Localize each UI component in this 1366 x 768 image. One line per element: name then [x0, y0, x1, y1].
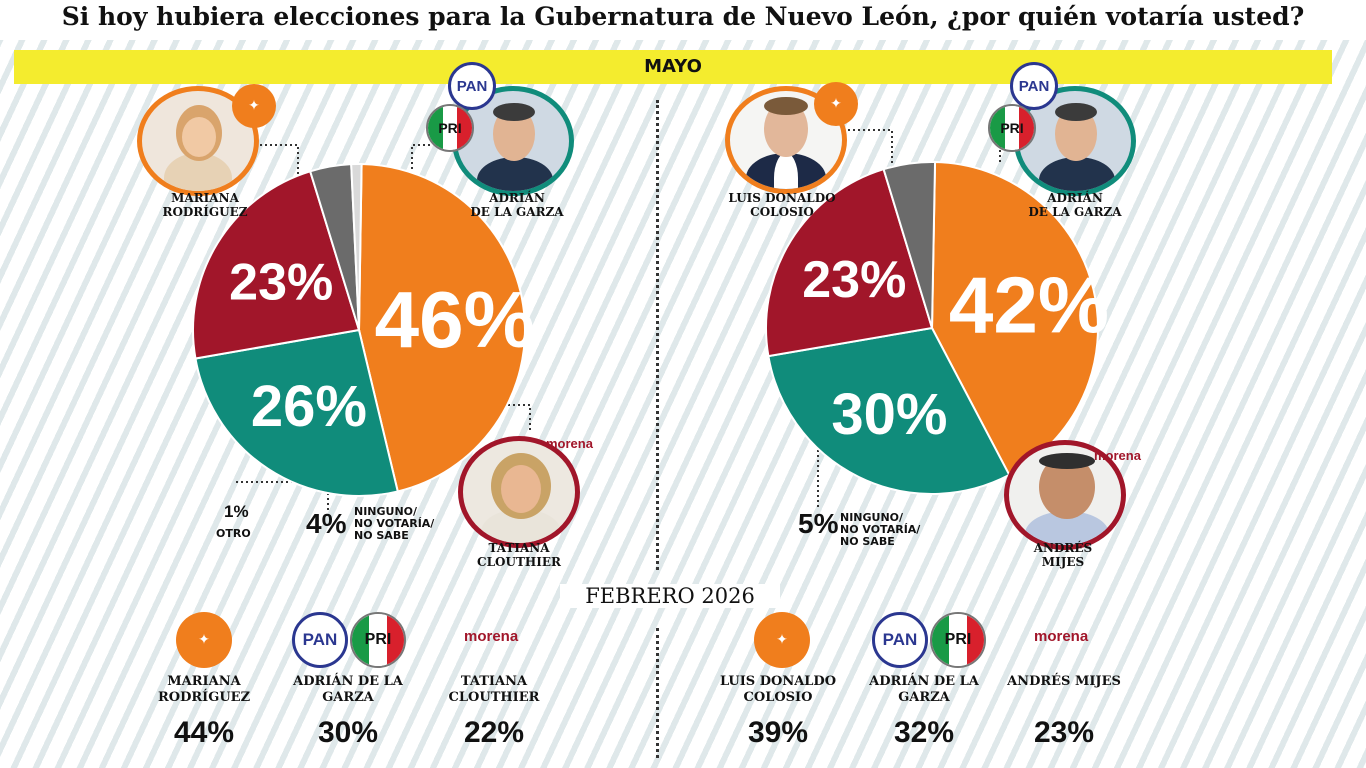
mc-logo-icon-right: ✦ — [814, 82, 858, 126]
pie-slice-label: 26% — [251, 374, 367, 439]
morena-logo-text-feb-right: morena — [1034, 628, 1089, 645]
pri-logo-icon-right: PRI — [988, 104, 1036, 152]
divider-top — [656, 100, 659, 570]
morena-logo-text-feb-left: morena — [464, 628, 519, 645]
pie-slice — [767, 326, 1011, 495]
pan-logo-icon: PAN — [448, 62, 496, 110]
pie-chart-right: 42%30% 23% — [765, 161, 1109, 495]
feb-name-mijes: ANDRÉS MIJES — [1007, 674, 1121, 689]
pie-slice-label: 42% — [949, 261, 1109, 350]
ninguno-percent-left: 4% — [306, 508, 347, 539]
mc-logo-icon-feb-right: ✦ — [754, 612, 810, 668]
pie-slice — [765, 167, 934, 358]
feb-percent-mijes: 23% — [1033, 716, 1095, 749]
feb-percent-mariana: 44% — [173, 716, 235, 749]
pie-slice-label: 46% — [375, 275, 535, 364]
pie-slice-label: 30% — [831, 382, 947, 447]
ninguno-percent-right: 5% — [798, 508, 839, 539]
pri-logo-text-right: PRI — [1000, 120, 1024, 136]
pri-logo-text-feb-right: PRI — [944, 631, 972, 648]
morena-logo-text: morena — [546, 436, 593, 451]
candidate-name-colosio: LUIS DONALDO COLOSIO — [728, 191, 836, 219]
feb-name-adrian-left: ADRIÁN DE LA GARZA — [293, 674, 403, 705]
pie-slice — [357, 163, 526, 493]
pie-slice-label: 23% — [229, 253, 333, 311]
leader-line — [411, 144, 430, 180]
pri-logo-text-feb-left: PRI — [364, 631, 392, 648]
pie-chart-left: 46%26% 23% — [192, 162, 535, 497]
february-title: FEBRERO 2026 — [560, 584, 780, 608]
pan-logo-icon-right: PAN — [1010, 62, 1058, 110]
feb-percent-colosio: 39% — [747, 716, 809, 749]
chart-title: Si hoy hubiera elecciones para la Gubern… — [0, 0, 1366, 40]
otro-percent: 1% — [224, 502, 249, 521]
mc-logo-icon-feb-left: ✦ — [176, 612, 232, 668]
ninguno-label-left: NINGUNO/ NO VOTARÍA/ NO SABE — [354, 505, 435, 542]
pan-logo-icon-feb-right: PAN — [872, 612, 928, 668]
pie-slice-label: 23% — [802, 251, 906, 309]
pie-slice — [930, 161, 1099, 477]
pri-logo-icon-feb-left: PRI — [350, 612, 406, 668]
pie-slice — [194, 328, 399, 497]
pan-logo-icon-feb-left: PAN — [292, 612, 348, 668]
feb-name-tatiana: TATIANA CLOUTHIER — [448, 674, 540, 705]
candidate-name-adrian-right: ADRIÁN DE LA GARZA — [1028, 191, 1122, 219]
morena-logo-text-right: morena — [1094, 448, 1141, 463]
candidate-photo-tatiana — [458, 436, 580, 548]
feb-name-colosio: LUIS DONALDO COLOSIO — [719, 674, 837, 705]
candidate-photo-mijes — [1004, 440, 1126, 550]
otro-label: OTRO — [216, 527, 251, 540]
feb-name-mariana: MARIANA RODRÍGUEZ — [157, 674, 251, 705]
candidate-name-adrian-left: ADRIÁN DE LA GARZA — [470, 191, 564, 219]
mc-logo-icon: ✦ — [232, 84, 276, 128]
feb-percent-tatiana: 22% — [463, 716, 525, 749]
pri-logo-text: PRI — [438, 120, 462, 136]
pri-logo-icon-feb-right: PRI — [930, 612, 986, 668]
divider-bottom — [656, 628, 659, 758]
month-banner: MAYO — [14, 50, 1332, 84]
pie-slice — [350, 162, 363, 331]
feb-percent-adrian-right: 32% — [893, 716, 955, 749]
pri-logo-icon: PRI — [426, 104, 474, 152]
candidate-photo-adrian-left — [452, 86, 574, 196]
pie-slice — [882, 161, 937, 329]
candidate-name-mijes: ANDRÉS MIJES — [1033, 541, 1093, 569]
ninguno-label-right: NINGUNO/ NO VOTARÍA/ NO SABE — [840, 511, 921, 548]
pie-slice — [192, 170, 361, 360]
candidate-name-mariana: MARIANA RODRÍGUEZ — [162, 191, 248, 219]
candidate-name-tatiana: TATIANA CLOUTHIER — [477, 541, 561, 569]
feb-percent-adrian-left: 30% — [317, 716, 379, 749]
feb-name-adrian-right: ADRIÁN DE LA GARZA — [869, 674, 979, 705]
